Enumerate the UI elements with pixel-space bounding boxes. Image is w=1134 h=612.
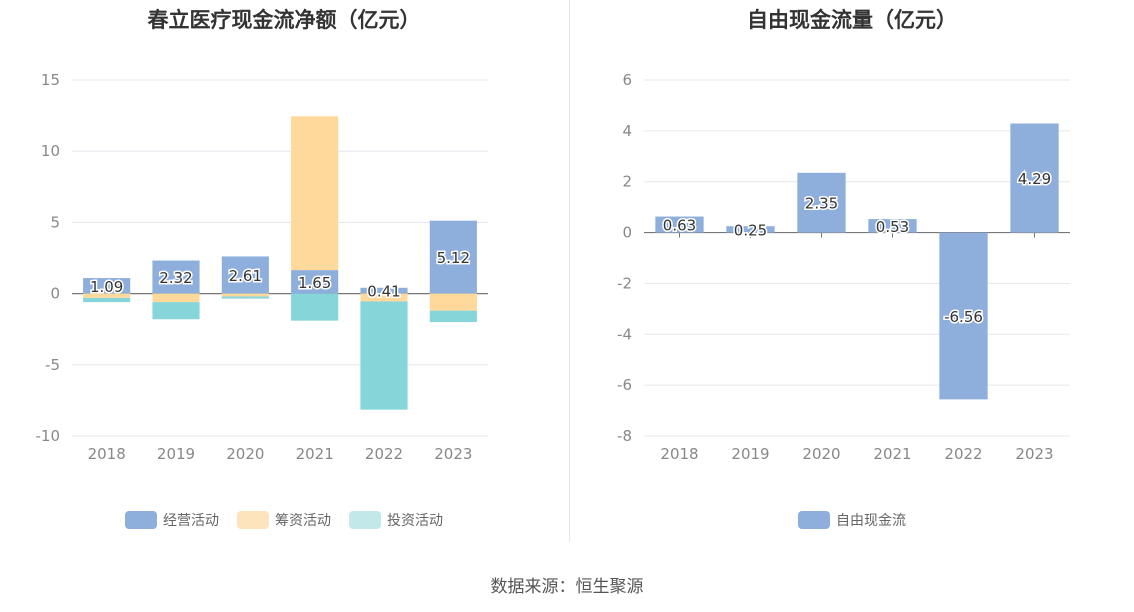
x-tick-label: 2023 — [1015, 445, 1053, 463]
bar — [221, 256, 269, 294]
bar — [868, 219, 917, 233]
data-label: 4.29 — [1018, 170, 1051, 188]
bar — [291, 116, 339, 271]
y-tick-label: 10 — [41, 142, 60, 160]
free-cashflow-chart: -8 -6 -4 -2 0 2 4 6 2018 2019 2020 2021 2022 2023 0.63… — [617, 71, 1070, 463]
legend-item[interactable]: 投资活动 — [349, 510, 443, 530]
bar — [83, 293, 131, 298]
legend-label: 自由现金流 — [836, 513, 906, 529]
y-tick-label: 0 — [50, 285, 60, 303]
bar — [221, 296, 269, 299]
bar — [152, 302, 200, 320]
panel-divider — [569, 0, 570, 542]
data-label: 0.53 — [876, 218, 909, 236]
x-tick-label: 2019 — [157, 445, 195, 463]
legend-swatch — [798, 511, 830, 529]
x-tick-label: 2022 — [944, 445, 982, 463]
legend-label: 经营活动 — [163, 513, 219, 529]
data-label: 0.41 — [367, 283, 400, 301]
bar — [360, 287, 408, 294]
y-tick-label: -6 — [617, 376, 632, 394]
x-tick-label: 2023 — [434, 445, 472, 463]
y-tick-label: 5 — [50, 213, 60, 231]
y-tick-label: 15 — [41, 71, 60, 89]
data-label: 2.32 — [159, 269, 192, 287]
bar — [429, 310, 477, 323]
chart-panel-free-cashflow: 自由现金流量（亿元） -8 -6 -4 -2 0 2 4 6 2018 2019 2020 2021 2… — [570, 0, 1134, 545]
y-tick-label: -8 — [617, 427, 632, 445]
data-label: -6.56 — [944, 308, 983, 326]
bar — [939, 232, 988, 400]
data-label: 0.63 — [663, 217, 696, 235]
y-tick-label: -5 — [45, 356, 60, 374]
data-label: 5.12 — [437, 249, 470, 267]
legend-swatch — [349, 511, 381, 529]
legend-item[interactable]: 经营活动 — [125, 510, 219, 530]
bar — [152, 260, 200, 294]
bar — [152, 293, 200, 303]
x-tick-label: 2019 — [731, 445, 769, 463]
legend-label: 投资活动 — [387, 513, 443, 529]
legend-swatch — [237, 511, 269, 529]
data-label: 1.65 — [298, 274, 331, 292]
bar — [1010, 123, 1059, 233]
chart-legend: 经营活动 筹资活动 投资活动 — [0, 510, 568, 530]
bar — [429, 293, 477, 311]
y-tick-label: 4 — [622, 122, 632, 140]
x-tick-label: 2020 — [226, 445, 264, 463]
bar — [360, 293, 408, 302]
chart-title: 春立医疗现金流净额（亿元） — [147, 8, 421, 32]
y-tick-label: -10 — [36, 427, 61, 445]
data-label: 2.61 — [229, 267, 262, 285]
cashflow-chart: -10 -5 0 5 10 15 2018 2019 2020 2021 2022 2023 1.09 2… — [36, 71, 488, 463]
bar — [221, 293, 269, 297]
bar — [797, 172, 846, 233]
x-tick-label: 2018 — [88, 445, 126, 463]
bar — [429, 220, 477, 294]
legend-swatch — [125, 511, 157, 529]
bar — [291, 293, 339, 321]
legend-item[interactable]: 自由现金流 — [798, 510, 906, 530]
x-tick-label: 2022 — [365, 445, 403, 463]
x-tick-label: 2021 — [873, 445, 911, 463]
bar — [360, 301, 408, 410]
data-source: 数据来源：恒生聚源 — [490, 577, 644, 597]
x-tick-label: 2021 — [296, 445, 334, 463]
chart-title: 自由现金流量（亿元） — [747, 8, 957, 32]
data-label: 2.35 — [805, 195, 838, 213]
y-tick-label: -2 — [617, 274, 632, 292]
data-label: 0.25 — [734, 221, 767, 239]
x-tick-label: 2018 — [660, 445, 698, 463]
y-tick-label: 6 — [622, 71, 632, 89]
legend-item[interactable]: 筹资活动 — [237, 510, 331, 530]
legend-label: 筹资活动 — [275, 513, 331, 529]
chart-panel-cashflow: 春立医疗现金流净额（亿元） -10 -5 0 5 10 15 2018 2019 2020 202… — [0, 0, 568, 545]
x-tick-label: 2020 — [802, 445, 840, 463]
bar — [83, 278, 131, 294]
bar — [291, 270, 339, 294]
bar — [655, 216, 704, 233]
y-tick-label: 2 — [622, 173, 632, 191]
chart-legend: 自由现金流 — [570, 510, 1134, 530]
bar — [726, 226, 775, 233]
bar — [83, 297, 131, 303]
y-tick-label: -4 — [617, 325, 632, 343]
data-label: 1.09 — [90, 278, 123, 296]
y-tick-label: 0 — [622, 224, 632, 242]
